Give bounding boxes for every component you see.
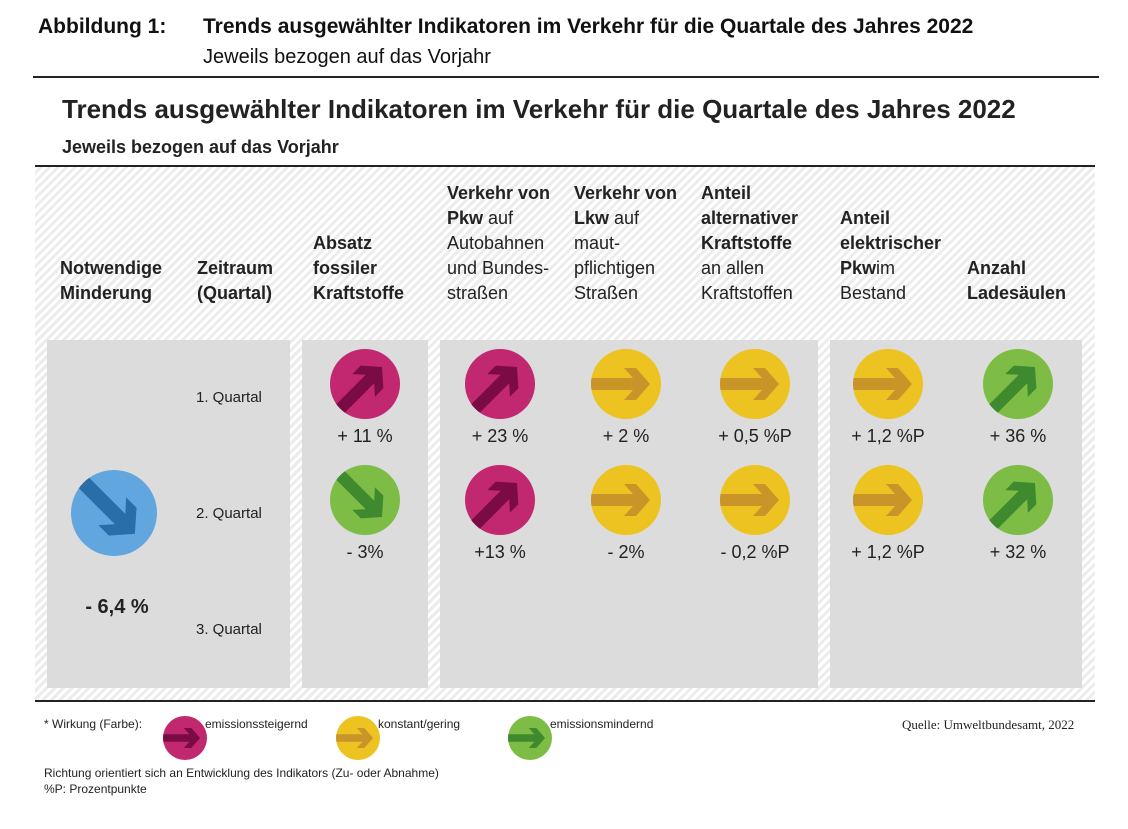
legend-circle-emissionsmindernd (508, 716, 552, 760)
arrow-right-icon (720, 368, 779, 400)
quarter-label: 3. Quartal (196, 621, 262, 638)
trend-value: + 36 % (989, 426, 1047, 446)
arrow-right-icon (720, 484, 779, 516)
trend-value: +13 % (474, 542, 526, 562)
arrow-down-icon (336, 471, 384, 519)
trend-value: + 0,5 %P (718, 426, 792, 446)
trend-circle-emissionssteigernd (330, 349, 400, 419)
target-circle (71, 470, 157, 556)
divider (35, 700, 1095, 702)
legend-note-direction: Richtung orientiert sich an Entwicklung … (44, 766, 439, 780)
arrow-up-icon (989, 365, 1037, 413)
trend-value: + 1,2 %P (851, 426, 925, 446)
figure-label: Abbildung 1: (38, 15, 167, 38)
arrow-right-icon (853, 368, 912, 400)
arrow-up-icon (336, 365, 384, 413)
arrow-right-icon (591, 484, 650, 516)
arrow-up-icon (989, 481, 1037, 529)
arrow-right-icon (508, 727, 546, 749)
legend-note-percent-points: %P: Prozentpunkte (44, 782, 147, 796)
arrow-up-icon (471, 365, 519, 413)
target-value: - 6,4 % (85, 596, 149, 618)
trend-circle-konstant (853, 465, 923, 535)
arrow-right-icon (336, 727, 374, 749)
quarter-label: 1. Quartal (196, 389, 262, 406)
trend-value: - 2% (607, 542, 645, 562)
source: Quelle: Umweltbundesamt, 2022 (902, 717, 1075, 732)
trend-circle-konstant (720, 349, 790, 419)
trend-circle-emissionsmindernd (983, 465, 1053, 535)
trend-value: - 3% (346, 542, 384, 562)
trend-value: - 0,2 %P (720, 542, 790, 562)
trend-circle-konstant (853, 349, 923, 419)
trend-circle-konstant (720, 465, 790, 535)
header-indicator: Anzahl Ladesäulen (967, 258, 1067, 303)
trend-circle-konstant (591, 349, 661, 419)
legend-circle-emissionssteigernd (163, 716, 207, 760)
divider (35, 165, 1095, 167)
legend-title: * Wirkung (Farbe): (44, 717, 143, 731)
trend-value: + 32 % (989, 542, 1047, 562)
trend-value: + 2 % (602, 426, 650, 446)
header-indicator: Verkehr von Pkw auf Autobahnen und Bundes-s… (447, 183, 551, 303)
header-period: Zeitraum (Quartal) (197, 258, 274, 303)
trend-circle-emissionsmindernd (983, 349, 1053, 419)
trend-value: + 11 % (337, 426, 393, 446)
legend-label: konstant/gering (378, 717, 461, 731)
trend-circle-emissionssteigernd (465, 349, 535, 419)
arrow-up-icon (471, 481, 519, 529)
header-indicator: Anteil alternativer Kraftstoffe an allen Kra… (701, 183, 799, 303)
header-target: Notwendige Minderung (60, 258, 162, 303)
legend-label: emissionssteigernd (205, 717, 308, 731)
header-indicator: Verkehr von Lkw auf maut-pflichtigen Straße… (574, 183, 678, 303)
trend-value: + 23 % (471, 426, 529, 446)
figure-title: Trends ausgewählter Indikatoren im Verke… (203, 15, 974, 38)
arrow-right-icon (163, 727, 201, 749)
chart-title: Trends ausgewählter Indikatoren im Verke… (62, 94, 1016, 124)
header-indicator: Absatz fossiler Kraftstoffe (313, 233, 405, 303)
arrow-right-icon (591, 368, 650, 400)
arrow-right-icon (853, 484, 912, 516)
legend-label: emissionsmindernd (550, 717, 654, 731)
chart-subtitle: Jeweils bezogen auf das Vorjahr (62, 137, 339, 157)
divider (33, 76, 1099, 78)
figure-subtitle: Jeweils bezogen auf das Vorjahr (203, 46, 491, 68)
trend-circle-emissionssteigernd (465, 465, 535, 535)
trend-circle-konstant (591, 465, 661, 535)
quarter-label: 2. Quartal (196, 505, 262, 522)
header-indicator: Anteil elektrischer Pkwim Bestand (840, 208, 942, 303)
legend-circle-konstant (336, 716, 380, 760)
trend-value: + 1,2 %P (851, 542, 925, 562)
trend-circle-emissionsmindernd (330, 465, 400, 535)
arrow-down-icon (78, 477, 137, 536)
